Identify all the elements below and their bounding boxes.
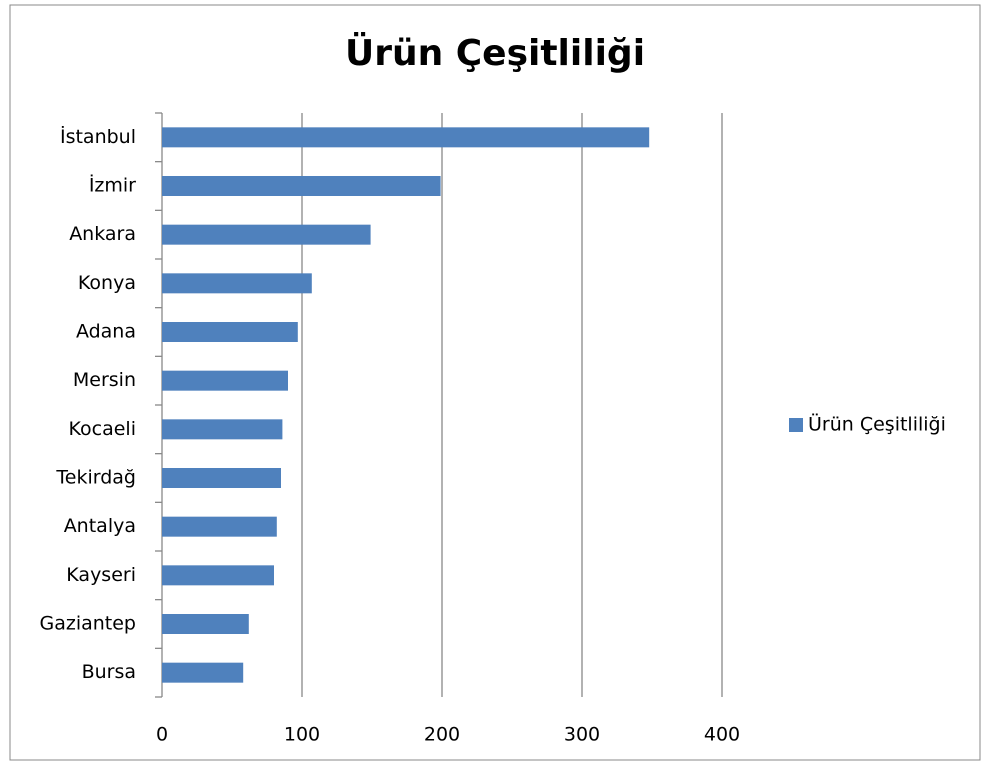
y-tick-label: İstanbul (60, 125, 136, 148)
bar (162, 662, 244, 683)
bar (162, 176, 441, 196)
bar (162, 468, 281, 488)
bar (162, 419, 283, 440)
legend-swatch (789, 418, 803, 432)
x-tick-label: 0 (156, 724, 168, 746)
bar (162, 273, 312, 294)
legend-label: Ürün Çeşitliliği (808, 413, 946, 436)
x-tick-label: 400 (704, 724, 740, 746)
y-tick-label: Ankara (69, 223, 136, 245)
y-tick-label: Tekirdağ (55, 467, 136, 489)
y-tick-label: Adana (76, 321, 136, 343)
y-tick-label: İzmir (89, 174, 136, 197)
x-tick-label: 300 (564, 724, 600, 746)
bar (162, 224, 371, 245)
y-tick-label: Mersin (73, 369, 136, 391)
bar (162, 565, 274, 586)
x-tick-label: 200 (424, 724, 460, 746)
bar (162, 614, 249, 634)
y-tick-label: Gaziantep (39, 613, 136, 635)
y-tick-label: Antalya (64, 515, 136, 537)
x-tick-label: 100 (284, 724, 320, 746)
y-tick-label: Kayseri (66, 564, 136, 586)
bar (162, 127, 650, 148)
bar (162, 322, 298, 342)
bar (162, 516, 277, 537)
chart-border (9, 4, 981, 761)
y-tick-label: Konya (78, 272, 136, 294)
y-tick-label: Bursa (82, 661, 136, 683)
chart-title: Ürün Çeşitliliği (345, 32, 645, 74)
bar (162, 370, 288, 391)
y-tick-label: Kocaeli (69, 418, 136, 440)
